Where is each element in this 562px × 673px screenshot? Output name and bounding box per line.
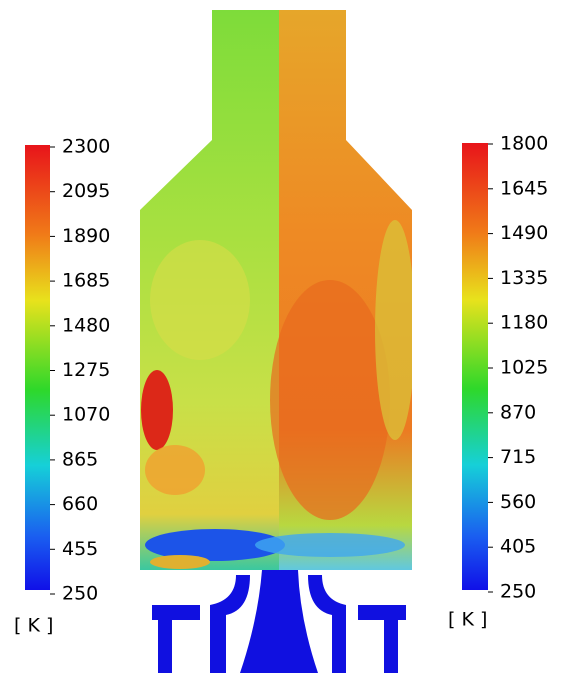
- unit-left: [ K ]: [14, 615, 53, 637]
- tick-label: 1180: [500, 312, 548, 334]
- tick-label: 1025: [500, 357, 548, 379]
- tick-label: 455: [62, 538, 98, 560]
- tick-label: 1335: [500, 267, 548, 289]
- tick-label: 1645: [500, 177, 548, 199]
- tick-label: 405: [500, 536, 536, 558]
- figure: [ K ] [ K ] 2300 2095 1890 1685 1480 1275 1070…: [0, 0, 562, 673]
- tick-label: 2095: [62, 180, 110, 202]
- tick-label: 870: [500, 401, 536, 423]
- unit-right: [ K ]: [448, 609, 487, 631]
- tick-label: 865: [62, 448, 98, 470]
- tick-label: 1890: [62, 225, 110, 247]
- tick-label: 2300: [62, 136, 110, 158]
- colorbar-right: [462, 143, 488, 590]
- temperature-field: [140, 10, 415, 570]
- tick-label: 1275: [62, 359, 110, 381]
- colorbar-left: [25, 145, 50, 590]
- tick-label: 1070: [62, 404, 110, 426]
- tick-label: 1490: [500, 222, 548, 244]
- nozzle: [152, 570, 406, 673]
- tick-label: 715: [500, 446, 536, 468]
- tick-label: 560: [500, 491, 536, 513]
- tick-label: 660: [62, 493, 98, 515]
- tick-label: 1480: [62, 314, 110, 336]
- tick-label: 1685: [62, 270, 110, 292]
- tick-label: 250: [62, 583, 98, 605]
- tick-label: 250: [500, 581, 536, 603]
- tick-label: 1800: [500, 133, 548, 155]
